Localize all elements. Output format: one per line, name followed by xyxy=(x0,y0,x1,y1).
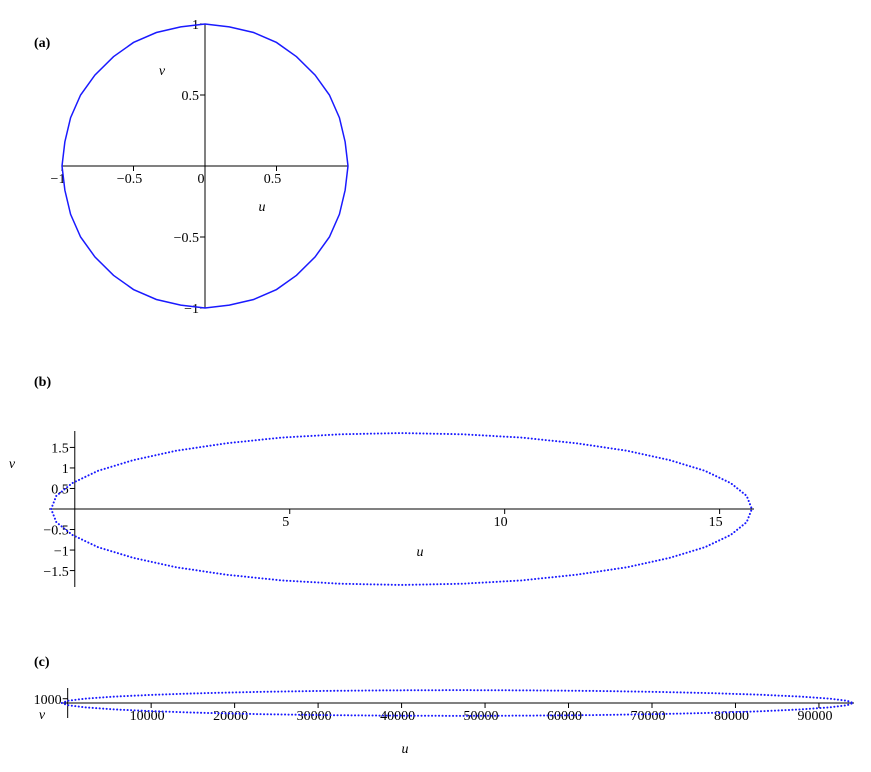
x-axis-label: u xyxy=(259,200,266,215)
x-tick-label: 5 xyxy=(282,515,289,530)
x-tick-label: −1 xyxy=(51,172,66,187)
y-axis-label: v xyxy=(9,457,16,472)
x-tick-label: 60000 xyxy=(547,709,582,724)
panel-label: (b) xyxy=(34,375,51,390)
x-tick-label: 10 xyxy=(494,515,508,530)
y-tick-label: −0.5 xyxy=(43,524,68,539)
curve xyxy=(61,23,349,309)
x-tick-label: 70000 xyxy=(630,709,665,724)
x-axis-label: u xyxy=(417,545,424,560)
y-tick-label: −1.5 xyxy=(43,565,68,580)
y-tick-label: 1000 xyxy=(34,693,62,708)
x-tick-label: 40000 xyxy=(380,709,415,724)
y-tick-label: 1 xyxy=(62,462,69,477)
x-tick-label: −0.5 xyxy=(117,172,142,187)
y-tick-label: 0.5 xyxy=(51,483,69,498)
x-tick-label: 90000 xyxy=(797,709,832,724)
curve xyxy=(58,689,857,717)
x-axis-label: u xyxy=(402,742,409,757)
y-axis-label: v xyxy=(39,708,46,723)
panel-label: (a) xyxy=(34,36,51,51)
x-tick-label: 15 xyxy=(709,515,723,530)
y-axis-label: v xyxy=(159,64,166,79)
y-tick-label: −1 xyxy=(184,302,199,317)
x-tick-label: 30000 xyxy=(297,709,332,724)
y-tick-label: 1.5 xyxy=(51,442,69,457)
x-tick-label: 10000 xyxy=(130,709,165,724)
y-tick-label: −0.5 xyxy=(174,231,199,246)
x-tick-label: 20000 xyxy=(213,709,248,724)
x-tick-label: 0.5 xyxy=(264,172,282,187)
x-tick-label: 0 xyxy=(198,172,205,187)
y-tick-label: −1 xyxy=(54,544,69,559)
y-tick-label: 0.5 xyxy=(182,89,200,104)
panel-label: (c) xyxy=(34,655,50,670)
